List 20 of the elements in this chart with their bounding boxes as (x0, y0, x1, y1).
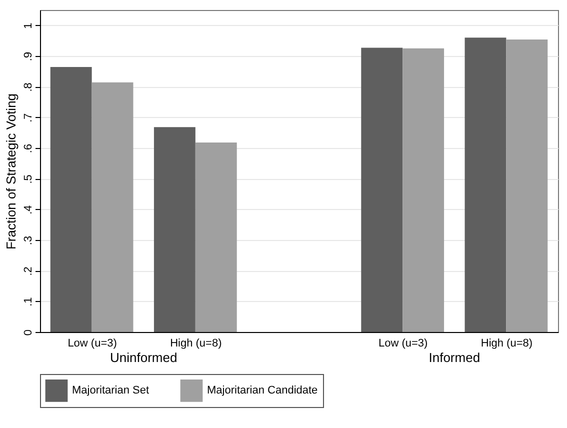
y-tick-label: .4 (22, 205, 34, 214)
x-tick-label: High (u=8) (480, 338, 533, 350)
y-axis-title: Fraction of Strategic Voting (4, 93, 18, 250)
x-tick-label: High (u=8) (170, 338, 222, 350)
y-tick-label: .1 (22, 297, 34, 306)
x-tick-label: Low (u=3) (68, 338, 117, 350)
y-tick-label: .2 (22, 266, 34, 276)
y-tick-label: .5 (22, 174, 34, 184)
y-tick-label: .3 (22, 236, 34, 246)
y-tick-label: 1 (22, 22, 34, 29)
legend-label: Majoritarian Candidate (207, 384, 318, 397)
x-tick-label: Low (u=3) (378, 338, 428, 350)
y-tick-label: .9 (22, 52, 34, 62)
y-tick-label: 0 (22, 329, 34, 336)
legend-label: Majoritarian Set (72, 384, 150, 397)
y-tick-label: .8 (22, 82, 34, 92)
y-tick-label: .7 (22, 113, 34, 122)
text: Informed (428, 350, 480, 365)
y-tick-label: .6 (22, 144, 34, 154)
text: Uninformed (110, 350, 178, 365)
